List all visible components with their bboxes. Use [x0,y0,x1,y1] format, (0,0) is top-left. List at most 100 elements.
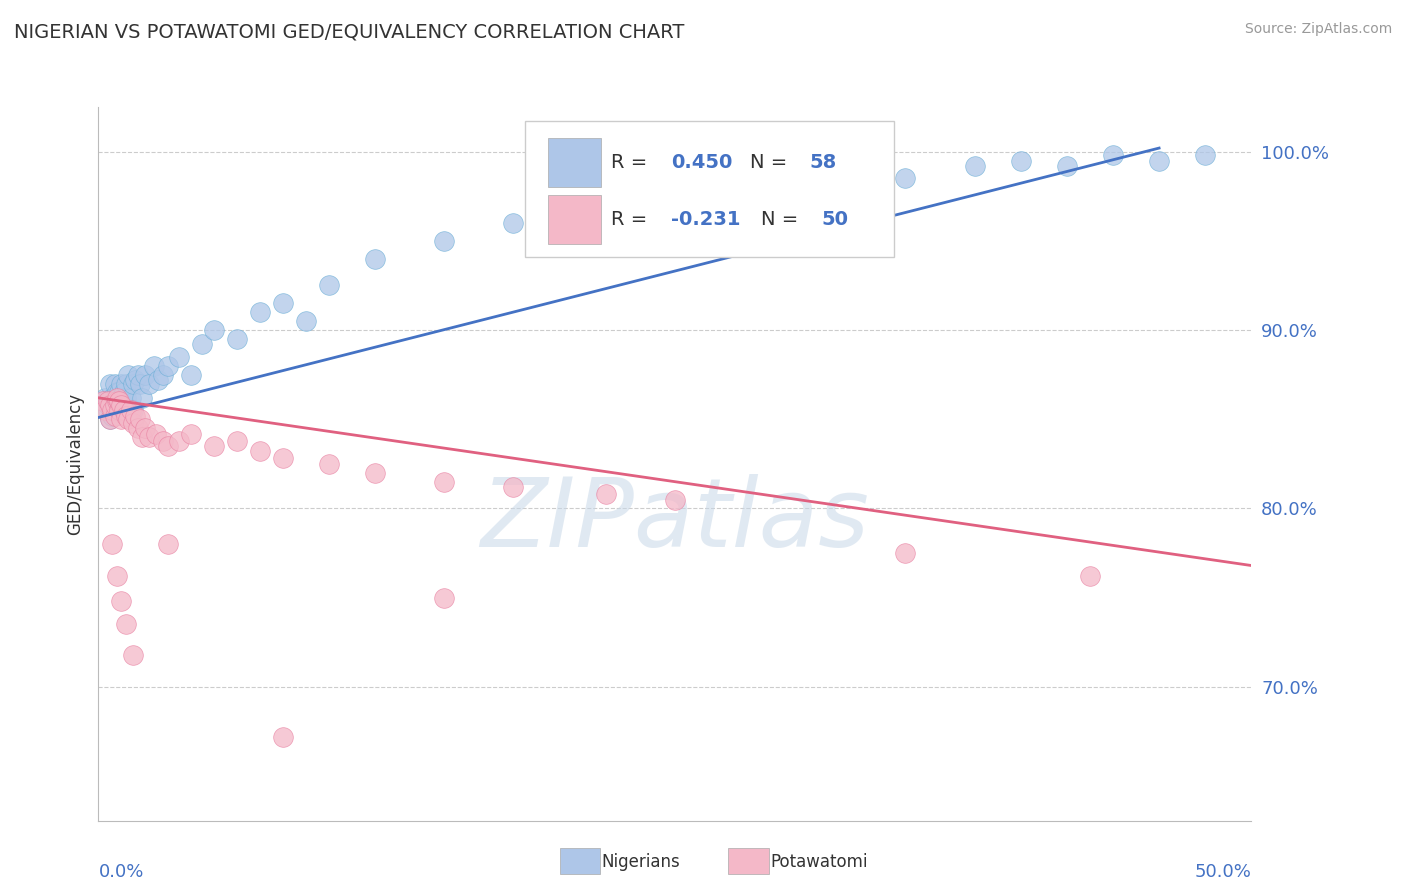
Point [124,373,146,387]
Text: ZIPatlas: ZIPatlas [481,475,869,567]
Point [180,426,202,441]
Point [103,403,125,417]
Y-axis label: GED/Equivalency: GED/Equivalency [66,392,84,535]
Point [249,444,271,458]
Point [101,391,124,405]
Point [98,412,121,426]
Point [103,398,125,412]
Point [97,403,120,417]
Point [129,412,152,426]
Point [103,409,125,423]
Point [91,394,114,409]
Point [1194,148,1216,162]
Text: -0.231: -0.231 [672,210,741,229]
Point [112,385,135,400]
Point [295,314,318,328]
Text: N =: N = [749,153,793,172]
Point [502,480,524,494]
Point [98,412,121,426]
Point [105,394,128,409]
Point [433,475,456,489]
Point [101,537,124,551]
Point [115,376,138,391]
Point [148,373,170,387]
Point [202,323,225,337]
Point [105,385,128,400]
Point [110,398,132,412]
Point [117,412,139,426]
Point [225,434,247,448]
Point [364,466,387,480]
Point [134,368,156,382]
Text: Source: ZipAtlas.com: Source: ZipAtlas.com [1244,22,1392,37]
Point [115,617,138,632]
Point [433,234,456,248]
Point [108,403,131,417]
Point [686,189,709,203]
Point [1010,153,1032,168]
Point [110,412,132,426]
Point [105,569,128,583]
Point [156,439,179,453]
Point [963,159,986,173]
Point [318,457,340,471]
Point [180,368,202,382]
Point [117,403,139,417]
Point [108,385,131,400]
Point [110,594,132,608]
Point [108,394,131,409]
Point [120,403,142,417]
Point [110,376,132,391]
Point [152,434,174,448]
Point [129,376,152,391]
Point [122,376,145,391]
Point [110,391,132,405]
Point [664,492,686,507]
Text: NIGERIAN VS POTAWATOMI GED/EQUIVALENCY CORRELATION CHART: NIGERIAN VS POTAWATOMI GED/EQUIVALENCY C… [14,22,685,41]
Point [152,368,174,382]
Text: 50: 50 [821,210,848,229]
Point [502,216,524,230]
Point [142,359,165,373]
Point [318,278,340,293]
Point [117,368,139,382]
Point [94,391,117,405]
Point [1078,569,1101,583]
Point [101,409,124,423]
Point [167,434,190,448]
Point [595,487,617,501]
Point [122,403,145,417]
Point [127,368,149,382]
Point [97,398,120,412]
Point [94,403,117,417]
Point [364,252,387,266]
Point [202,439,225,453]
Point [110,403,132,417]
Point [138,430,160,444]
Point [115,409,138,423]
Point [595,207,617,221]
Point [225,332,247,346]
Point [779,180,801,194]
Point [156,359,179,373]
Point [105,398,128,412]
Point [112,403,135,417]
Text: R =: R = [612,210,654,229]
Point [433,591,456,605]
Point [131,391,153,405]
Point [145,426,167,441]
Point [271,451,294,466]
Text: R =: R = [612,153,654,172]
Point [112,398,135,412]
FancyBboxPatch shape [548,137,602,187]
Point [122,648,145,662]
Text: 0.450: 0.450 [672,153,733,172]
Text: 50.0%: 50.0% [1195,863,1251,881]
Point [1147,153,1170,168]
Point [91,394,114,409]
FancyBboxPatch shape [524,121,894,257]
Point [101,403,124,417]
Point [191,337,214,351]
Point [131,430,153,444]
Point [167,350,190,364]
